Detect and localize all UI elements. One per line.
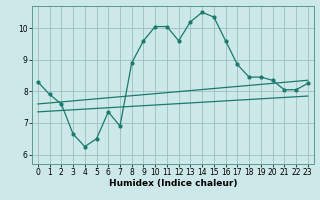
X-axis label: Humidex (Indice chaleur): Humidex (Indice chaleur): [108, 179, 237, 188]
